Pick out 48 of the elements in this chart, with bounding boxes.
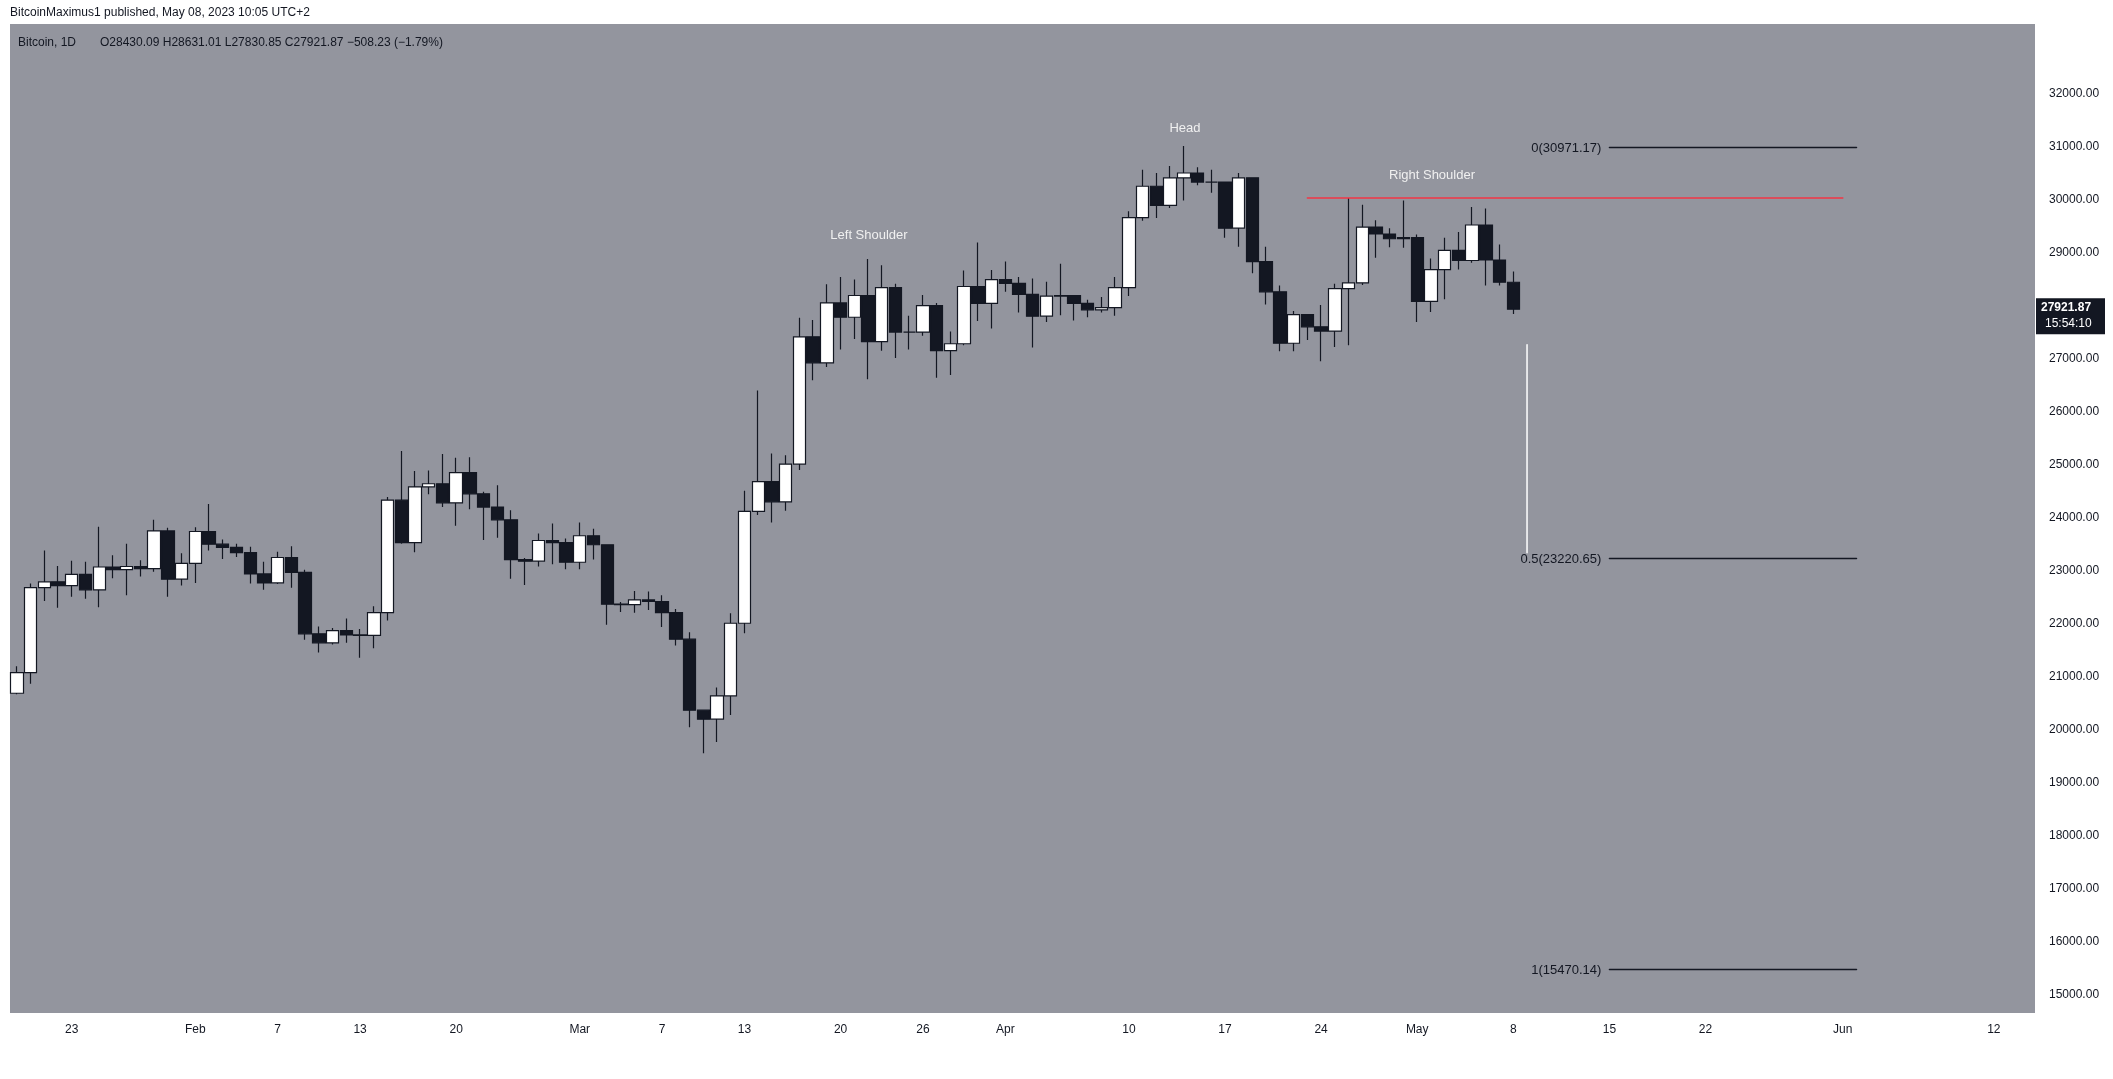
x-tick-label: 7 — [658, 1022, 666, 1036]
x-tick-label: 15 — [1602, 1022, 1617, 1036]
annotation: Left Shoulder — [830, 226, 909, 242]
y-tick-label: 16000.00 — [2049, 934, 2100, 949]
x-tick-label: 20 — [449, 1022, 464, 1036]
x-tick-label: May — [1405, 1022, 1429, 1036]
y-tick-label: 31000.00 — [2049, 138, 2100, 153]
x-tick-label: Apr — [996, 1022, 1015, 1036]
y-tick-label: 25000.00 — [2049, 457, 2100, 472]
x-tick-label: 22 — [1698, 1022, 1713, 1036]
text: 15:54:10 — [2045, 316, 2093, 331]
x-tick-label: 23 — [65, 1022, 79, 1036]
y-tick-label: 20000.00 — [2049, 722, 2100, 737]
y-tick-label: 17000.00 — [2049, 881, 2100, 896]
text: BitcoinMaximus1 published, May 08, 2023 10:05 UTC+2 — [10, 5, 311, 19]
y-tick-label: 29000.00 — [2049, 245, 2100, 260]
y-tick-label: 15000.00 — [2049, 987, 2100, 1002]
x-tick-label: 20 — [833, 1022, 848, 1036]
y-tick-label: 32000.00 — [2049, 85, 2100, 100]
x-tick-label: Jun — [1833, 1022, 1853, 1036]
x-tick-label: Feb — [185, 1022, 206, 1036]
x-tick-label: 17 — [1218, 1022, 1232, 1036]
annotation: O28430.09 H28631.01 L27830.85 C27921.87 −508.23 (−1.79%) — [100, 35, 443, 49]
y-tick-label: 30000.00 — [2049, 192, 2100, 206]
text: Bitcoin, 1D — [18, 35, 77, 49]
x-tick-label: 8 — [1509, 1022, 1517, 1036]
y-tick-label: 21000.00 — [2049, 669, 2100, 684]
annotation: Head — [1169, 119, 1201, 135]
data-label: 0(30971.17) — [1531, 140, 1602, 155]
y-tick-label: 26000.00 — [2049, 404, 2100, 419]
y-tick-label: 18000.00 — [2049, 828, 2100, 843]
x-tick-label: Mar — [569, 1022, 591, 1036]
x-tick-label: 13 — [737, 1022, 752, 1036]
x-tick-label: 7 — [274, 1022, 282, 1036]
x-tick-label: 13 — [353, 1022, 368, 1036]
x-tick-label: 12 — [1987, 1022, 2001, 1036]
text: 27921.87 — [2041, 300, 2092, 315]
x-tick-label: 24 — [1314, 1022, 1329, 1036]
data-label: 1(15470.14) — [1531, 962, 1602, 978]
y-tick-label: 24000.00 — [2049, 510, 2100, 525]
y-tick-label: 23000.00 — [2049, 563, 2100, 578]
data-label: 0.5(23220.65) — [1520, 551, 1602, 566]
annotation: Right Shoulder — [1389, 166, 1476, 182]
y-tick-label: 27000.00 — [2049, 351, 2100, 366]
y-tick-label: 19000.00 — [2049, 775, 2100, 790]
x-tick-label: 10 — [1122, 1022, 1136, 1036]
x-tick-label: 26 — [916, 1022, 930, 1036]
y-tick-label: 22000.00 — [2049, 616, 2100, 631]
